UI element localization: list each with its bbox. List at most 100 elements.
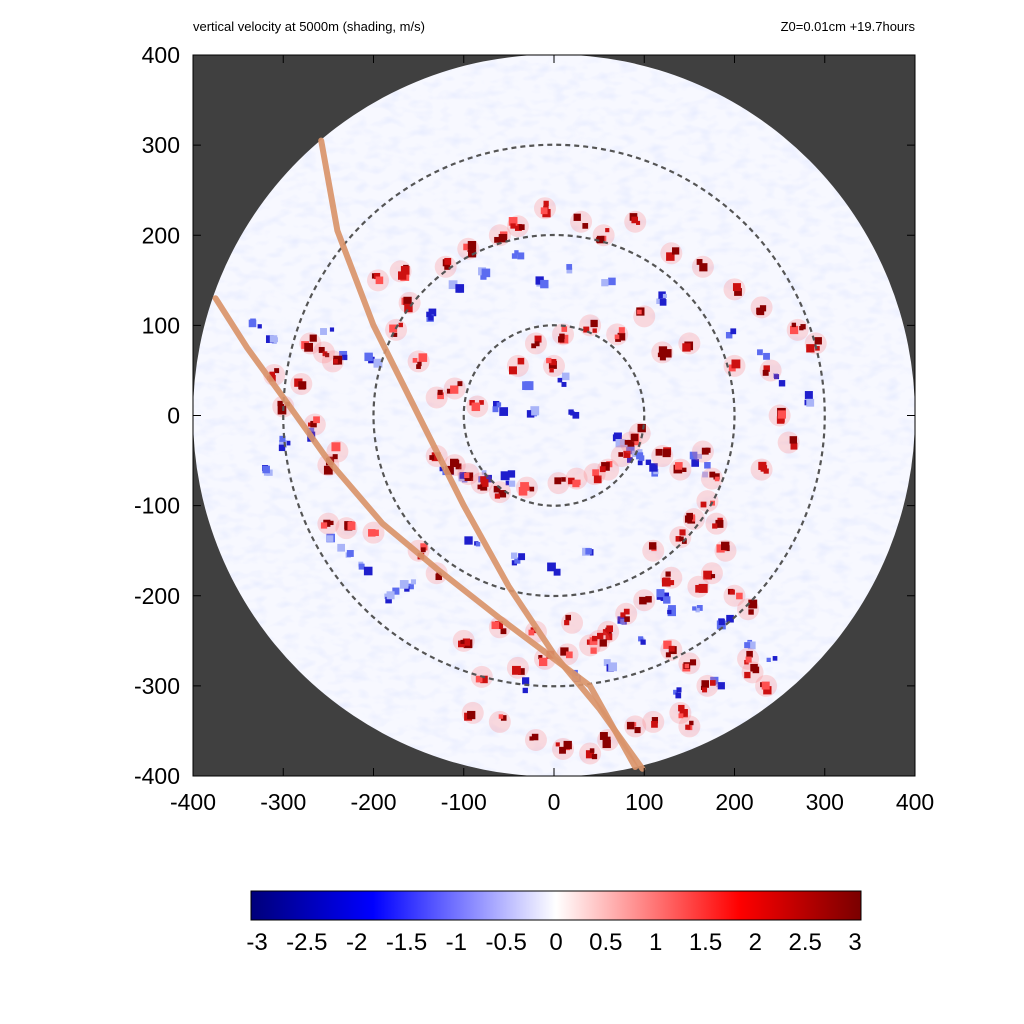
colorbar-tick-label: 0.5 — [589, 929, 622, 956]
downdraft-cell — [613, 432, 622, 441]
downdraft-cell — [346, 550, 354, 557]
updraft-cell — [700, 501, 707, 508]
updraft-cell — [672, 247, 680, 255]
updraft-cell — [501, 492, 506, 497]
colorbar-tick-label: 3 — [848, 929, 861, 956]
updraft-cell — [462, 638, 471, 646]
updraft-cell — [799, 325, 804, 331]
updraft-cell — [682, 343, 691, 352]
updraft-cell — [789, 325, 799, 335]
updraft-cell — [590, 647, 597, 654]
downdraft-cell — [774, 374, 780, 380]
updraft-cell — [705, 447, 711, 453]
updraft-cell — [540, 207, 548, 215]
updraft-cell — [712, 523, 718, 529]
range-rings — [282, 143, 826, 688]
updraft-cell — [416, 364, 421, 369]
updraft-cell — [331, 442, 341, 452]
downdraft-cell — [492, 406, 499, 413]
updraft-cell — [400, 266, 410, 275]
updraft-cell — [592, 635, 598, 642]
updraft-cell — [498, 714, 504, 719]
updraft-cell — [736, 592, 743, 600]
updraft-cell — [518, 224, 525, 231]
downdraft-cell — [540, 279, 549, 289]
downdraft-cell — [566, 267, 573, 274]
updraft-halo — [700, 467, 723, 490]
updraft-cell — [550, 358, 557, 366]
updraft-cell — [323, 465, 333, 475]
updraft-cell — [458, 640, 465, 648]
updraft-cell — [663, 349, 672, 358]
updraft-cell — [277, 400, 283, 407]
downdraft-cell — [691, 459, 700, 467]
updraft-cell — [374, 272, 381, 280]
downdraft-cell — [517, 252, 525, 260]
updraft-cell — [637, 426, 642, 432]
downdraft-cell — [689, 451, 698, 460]
updraft-cell — [701, 680, 710, 688]
downdraft-cell — [404, 586, 410, 592]
downdraft-cell — [373, 358, 383, 368]
downdraft-cell — [408, 583, 414, 590]
updraft-cell — [520, 482, 529, 491]
updraft-cell — [734, 288, 742, 296]
updraft-cell — [508, 366, 517, 375]
downdraft-cell — [547, 562, 556, 572]
updraft-cell — [559, 746, 566, 754]
updraft-cell — [309, 334, 317, 342]
colorbar-tick-label: -1.5 — [386, 929, 427, 956]
updraft-cell — [716, 544, 725, 553]
updraft-cell — [758, 461, 767, 470]
downdraft-cell — [697, 453, 702, 459]
updraft-cell — [437, 392, 444, 400]
updraft-cell — [549, 368, 554, 373]
downdraft-cell — [531, 407, 539, 416]
updraft-cell — [583, 326, 590, 333]
updraft-cell — [500, 715, 507, 721]
colorbar-tick-label: 1 — [649, 929, 662, 956]
downdraft-cell — [481, 268, 491, 278]
x-tick-label: 200 — [715, 789, 753, 815]
updraft-cell — [684, 663, 690, 669]
updraft-cell — [632, 439, 639, 446]
downdraft-cell — [428, 315, 434, 321]
updraft-cell — [655, 448, 663, 456]
updraft-cell — [543, 200, 549, 207]
y-tick-label: -100 — [134, 493, 180, 519]
updraft-halo — [488, 710, 511, 733]
downdraft-cell — [601, 279, 609, 287]
downdraft-cell — [608, 662, 618, 672]
downdraft-cell — [385, 596, 392, 604]
updraft-cell — [558, 336, 565, 343]
updraft-cell — [686, 512, 693, 520]
updraft-cell — [592, 328, 597, 333]
downdraft-cell — [257, 324, 262, 329]
range-ring-200 — [372, 233, 736, 598]
updraft-cell — [624, 616, 630, 622]
updraft-cell — [714, 476, 720, 482]
updraft-cell — [627, 439, 635, 447]
updraft-cell — [669, 645, 675, 652]
downdraft-cell — [526, 410, 535, 418]
updraft-cell — [585, 750, 595, 759]
updraft-layer — [263, 197, 827, 765]
downdraft-cell — [667, 607, 677, 617]
updraft-cell — [669, 580, 675, 586]
updraft-cell — [591, 753, 598, 760]
updraft-cell — [658, 346, 668, 355]
downdraft-cell — [508, 480, 516, 487]
updraft-cell — [729, 589, 735, 595]
y-tick-label: 400 — [142, 42, 180, 68]
downdraft-cell — [337, 543, 346, 552]
updraft-cell — [467, 240, 477, 250]
updraft-cell — [495, 621, 504, 629]
updraft-cell — [663, 577, 671, 585]
downdraft-cell — [763, 352, 770, 360]
updraft-cell — [698, 583, 708, 593]
colorbar-tick-label: 2.5 — [788, 929, 821, 956]
downdraft-cell — [692, 606, 697, 611]
updraft-cell — [375, 276, 384, 285]
updraft-cell — [582, 223, 589, 229]
updraft-cell — [435, 573, 442, 581]
